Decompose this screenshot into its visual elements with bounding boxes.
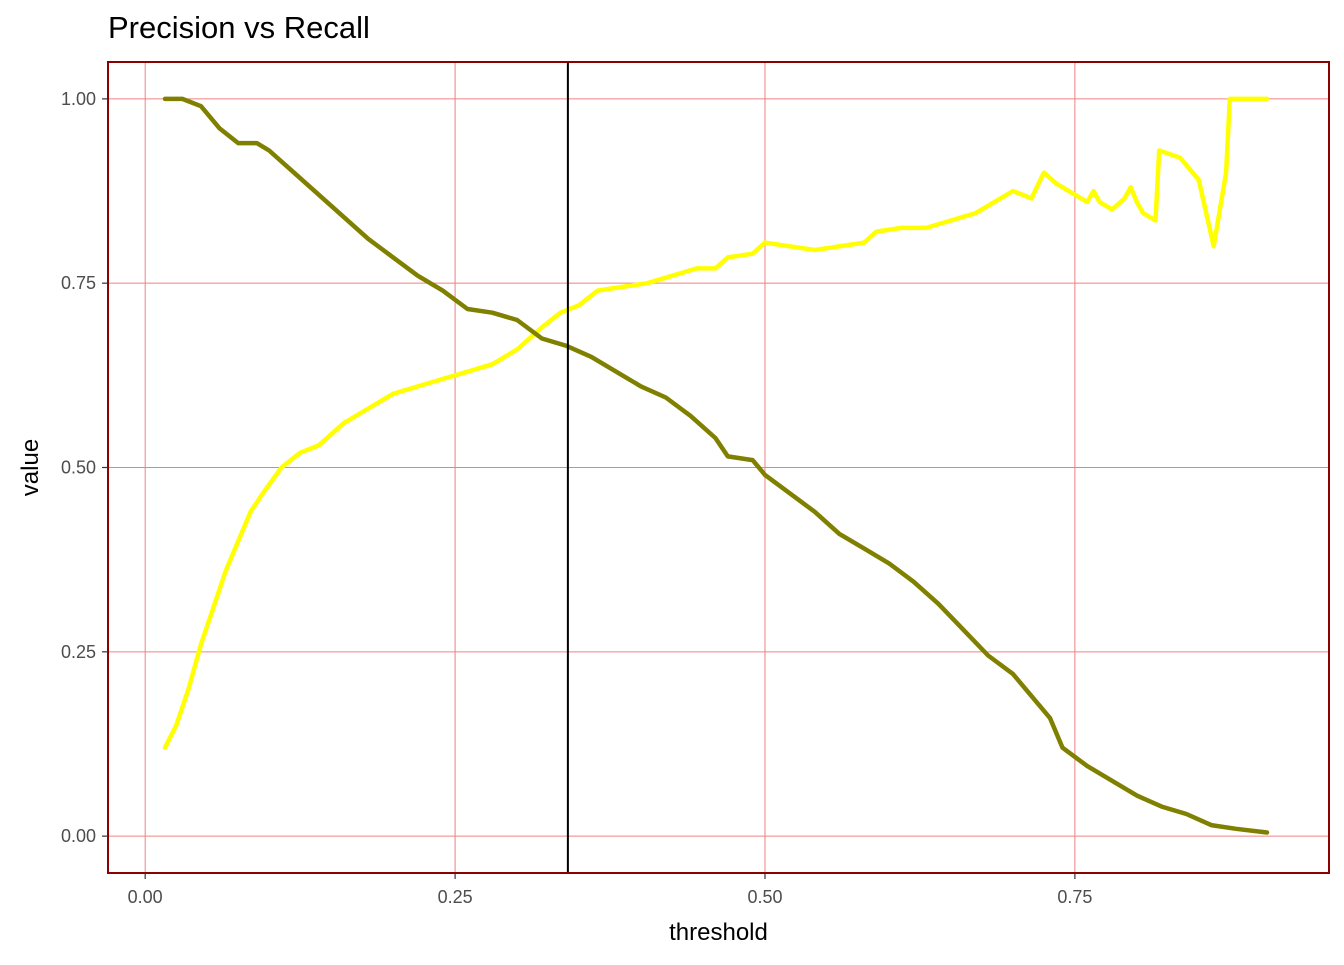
chart-title: Precision vs Recall <box>108 10 370 45</box>
series-line-2 <box>162 96 1270 835</box>
x-tick-label: 0.75 <box>1057 887 1092 907</box>
x-tick-label: 0.00 <box>128 887 163 907</box>
y-tick-label: 0.50 <box>61 458 96 478</box>
x-tick-label: 0.25 <box>438 887 473 907</box>
y-tick-label: 0.00 <box>61 826 96 846</box>
y-tick-label: 1.00 <box>61 89 96 109</box>
y-tick-label: 0.25 <box>61 642 96 662</box>
x-axis-title: threshold <box>669 919 768 946</box>
y-tick-label: 0.75 <box>61 273 96 293</box>
y-axis-title: value <box>17 439 44 496</box>
series-line-1 <box>162 96 1270 750</box>
x-tick-label: 0.50 <box>747 887 782 907</box>
